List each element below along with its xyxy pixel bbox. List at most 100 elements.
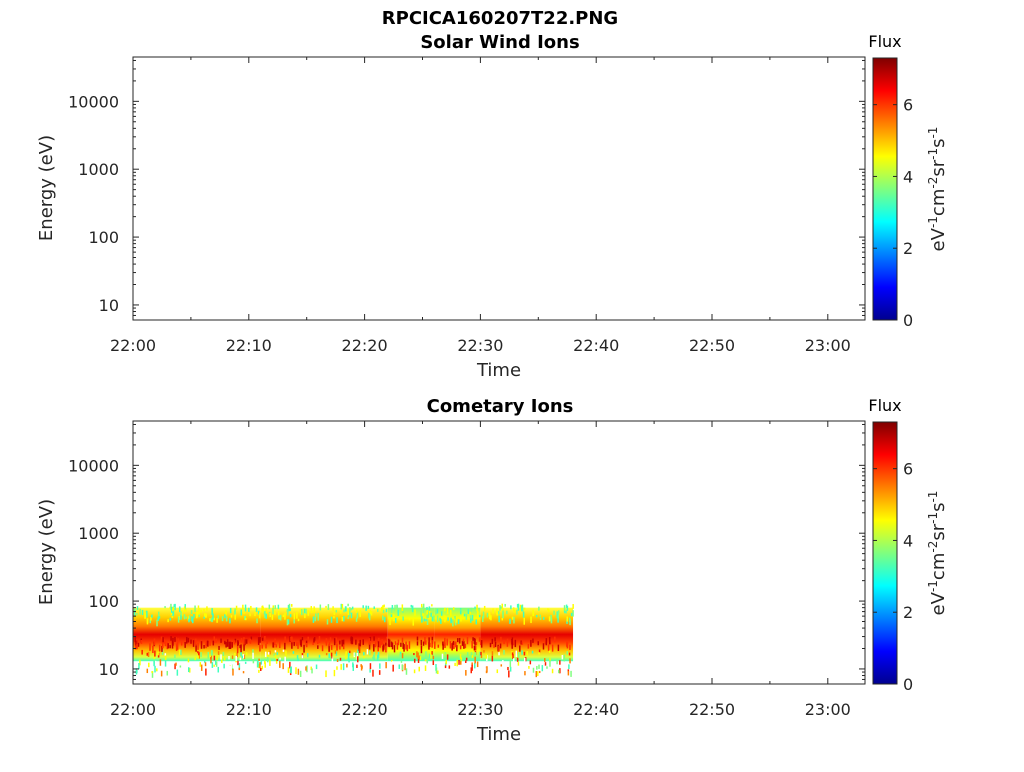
spectrogram-speckle [500, 664, 503, 667]
spectrogram-speckle [430, 654, 432, 659]
spectrogram-speckle [544, 662, 547, 666]
spectrogram-speckle [340, 664, 342, 670]
spectrogram-speckle [243, 654, 246, 659]
spectrogram-speckle [157, 611, 160, 617]
spectrogram-speckle [383, 616, 386, 623]
spectrogram-speckle [435, 610, 437, 615]
colorbar-label: eV-1cm-2sr-1s-1 [926, 491, 949, 616]
spectrogram-core [240, 638, 243, 643]
spectrogram-speckle [397, 609, 400, 616]
spectrogram-core [336, 644, 338, 651]
spectrogram-core [321, 645, 324, 652]
spectrogram-speckle [187, 616, 190, 621]
spectrogram-core [170, 636, 172, 641]
spectrogram-core [264, 636, 266, 640]
spectrogram-core [303, 644, 305, 653]
spectrogram-core [289, 635, 291, 642]
x-tick-label: 22:20 [342, 336, 388, 355]
spectrogram-core [380, 641, 382, 646]
spectrogram-speckle [348, 658, 350, 663]
spectrogram-speckle [136, 613, 138, 616]
spectrogram-core [542, 643, 545, 650]
spectrogram-speckle [177, 616, 180, 623]
spectrogram-speckle [482, 616, 484, 623]
spectrogram-speckle [446, 654, 449, 660]
x-axis-label: Time [476, 360, 521, 381]
spectrogram-speckle [191, 616, 193, 622]
spectrogram-speckle [279, 614, 282, 621]
spectrogram-speckle [559, 660, 561, 665]
spectrogram-speckle [335, 651, 338, 656]
spectrogram-speckle [185, 608, 187, 612]
spectrogram-speckle [474, 662, 476, 669]
spectrogram-speckle [149, 619, 152, 624]
spectrogram-speckle [164, 653, 167, 656]
spectrogram-speckle [225, 611, 227, 615]
colorbar-tick-label: 2 [903, 603, 913, 622]
spectrogram-core [511, 641, 513, 649]
spectrogram-speckle [502, 609, 504, 616]
spectrogram-core [420, 645, 423, 654]
spectrogram-speckle [529, 660, 532, 665]
spectrogram-speckle [212, 613, 214, 620]
spectrogram-speckle [390, 607, 393, 614]
spectrogram-core [215, 638, 217, 643]
spectrogram-speckle [325, 605, 327, 608]
spectrogram-core [250, 636, 253, 640]
spectrogram-speckle [178, 606, 181, 613]
spectrogram-speckle [411, 605, 413, 609]
spectrogram-speckle [491, 651, 494, 656]
spectrogram-speckle [524, 657, 527, 662]
spectrogram-speckle [546, 666, 548, 669]
spectrogram-speckle [380, 606, 383, 612]
spectrogram-core [480, 638, 482, 646]
spectrogram-core [137, 642, 140, 647]
spectrogram-core [472, 637, 474, 641]
spectrogram-speckle [174, 654, 176, 658]
spectrogram-core [342, 643, 345, 650]
plot-frame [132, 420, 866, 685]
x-tick-label: 23:00 [805, 336, 851, 355]
colorbar-gradient [872, 421, 898, 685]
spectrogram-speckle [455, 668, 457, 673]
spectrogram-speckle [521, 650, 523, 655]
spectrogram-core [453, 642, 455, 649]
spectrogram-core [416, 636, 419, 641]
spectrogram-speckle [204, 662, 207, 667]
spectrogram-speckle [213, 664, 215, 667]
colorbar-tick-label: 6 [903, 460, 913, 479]
spectrogram-speckle [315, 664, 318, 670]
spectrogram-speckle [241, 655, 244, 659]
spectrogram-core [152, 645, 154, 654]
spectrogram-speckle [326, 619, 329, 625]
spectrogram-speckle [243, 611, 245, 614]
spectrogram-speckle [369, 650, 371, 656]
spectrogram-speckle [313, 606, 315, 613]
spectrogram-speckle [211, 608, 213, 615]
spectrogram-speckle [492, 608, 494, 614]
spectrogram-speckle [556, 658, 558, 665]
spectrogram-speckle [513, 609, 516, 613]
spectrogram-core [195, 644, 197, 652]
spectrogram-speckle [258, 669, 260, 673]
spectrogram-speckle [331, 656, 334, 663]
spectrogram-speckle [334, 650, 337, 654]
spectrogram-core [185, 636, 188, 644]
spectrogram-speckle [412, 619, 415, 626]
spectrogram-speckle [402, 610, 404, 614]
spectrogram-speckle [382, 615, 384, 621]
spectrogram-speckle [303, 608, 306, 616]
spectrogram-speckle [307, 610, 310, 616]
spectrogram-speckle [252, 649, 254, 657]
x-tick-label: 22:50 [689, 700, 735, 719]
spectrogram-speckle [389, 618, 391, 626]
spectrogram-speckle [541, 665, 544, 672]
spectrogram-speckle [429, 650, 432, 655]
spectrogram-speckle [289, 661, 291, 669]
spectrogram-speckle [159, 659, 162, 666]
spectrogram-core [229, 641, 232, 650]
spectrogram-core [318, 636, 321, 643]
spectrogram-core [162, 640, 164, 649]
spectrogram-speckle [454, 616, 456, 619]
spectrogram-core [259, 645, 261, 652]
